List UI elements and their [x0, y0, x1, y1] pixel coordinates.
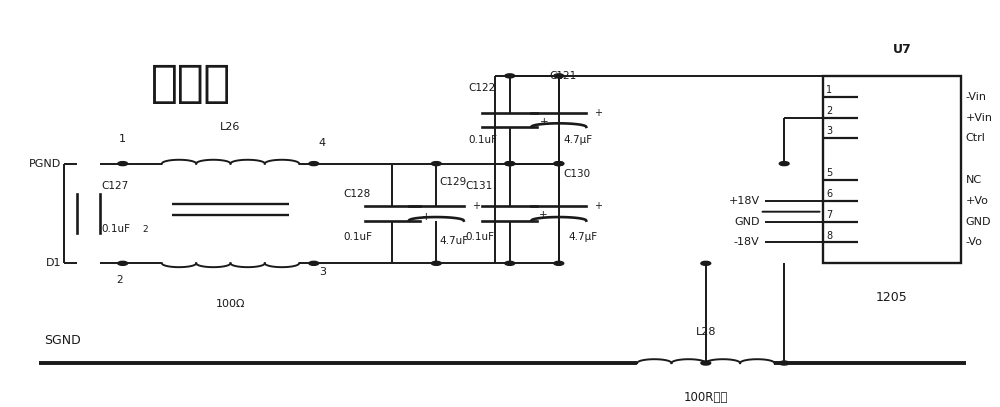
Text: 2: 2 — [826, 105, 833, 116]
Circle shape — [554, 162, 564, 166]
Text: 4.7uF: 4.7uF — [439, 236, 468, 246]
Text: C131: C131 — [466, 181, 493, 190]
Text: C122: C122 — [469, 83, 496, 93]
Text: U7: U7 — [892, 43, 911, 56]
Text: 1: 1 — [119, 133, 126, 144]
Circle shape — [554, 261, 564, 265]
Text: 6: 6 — [826, 189, 832, 199]
Text: +Vin: +Vin — [966, 112, 992, 123]
Circle shape — [505, 162, 515, 166]
Text: 2: 2 — [142, 225, 148, 234]
Text: 3: 3 — [319, 267, 326, 277]
Text: Ctrl: Ctrl — [966, 133, 985, 143]
Text: 4: 4 — [319, 138, 326, 148]
Circle shape — [309, 162, 319, 166]
Text: C127: C127 — [101, 181, 128, 190]
Text: -18V: -18V — [734, 238, 760, 247]
Text: GND: GND — [734, 217, 760, 227]
Circle shape — [118, 261, 128, 265]
Text: +: + — [472, 201, 480, 211]
Text: GND: GND — [966, 217, 991, 227]
Text: 7: 7 — [826, 210, 833, 220]
Text: 8: 8 — [826, 230, 832, 241]
Text: +: + — [539, 210, 548, 221]
Text: D1: D1 — [45, 258, 61, 268]
Text: C130: C130 — [564, 168, 591, 179]
Text: 100Ω: 100Ω — [216, 299, 245, 309]
Text: 1: 1 — [826, 85, 832, 95]
Text: 5: 5 — [826, 168, 833, 178]
Bar — [823, 76, 961, 263]
Text: L28: L28 — [696, 327, 716, 337]
Text: 0.1uF: 0.1uF — [466, 232, 495, 243]
Circle shape — [505, 261, 515, 265]
Text: +Vo: +Vo — [966, 196, 988, 206]
Text: +: + — [594, 107, 602, 118]
Text: -Vo: -Vo — [966, 238, 982, 247]
Text: 0.1uF: 0.1uF — [469, 135, 498, 144]
Circle shape — [431, 261, 441, 265]
Text: 4.7μF: 4.7μF — [564, 135, 593, 144]
Text: 3: 3 — [826, 126, 832, 136]
Circle shape — [779, 162, 789, 166]
Circle shape — [779, 361, 789, 365]
Text: C129: C129 — [439, 177, 466, 186]
Text: 0.1uF: 0.1uF — [101, 224, 130, 234]
Text: +: + — [540, 117, 549, 127]
Text: 抚流圈: 抚流圈 — [151, 62, 231, 105]
Text: SGND: SGND — [44, 334, 81, 347]
Text: 1205: 1205 — [876, 291, 908, 304]
Text: +: + — [422, 212, 430, 223]
Text: NC: NC — [966, 175, 982, 185]
Text: -Vin: -Vin — [966, 92, 986, 102]
Text: 4.7μF: 4.7μF — [569, 232, 598, 243]
Text: C121: C121 — [549, 71, 576, 81]
Text: 2: 2 — [116, 275, 123, 285]
Text: 0.1uF: 0.1uF — [343, 232, 372, 243]
Circle shape — [554, 74, 564, 78]
Circle shape — [309, 261, 319, 265]
Text: PGND: PGND — [29, 159, 61, 168]
Circle shape — [554, 162, 564, 166]
Text: 抚流圈: 抚流圈 — [151, 62, 231, 105]
Circle shape — [505, 162, 515, 166]
Circle shape — [118, 162, 128, 166]
Circle shape — [701, 261, 711, 265]
Text: 100R磁珠: 100R磁珠 — [684, 391, 728, 404]
Text: +: + — [594, 201, 602, 211]
Circle shape — [431, 162, 441, 166]
Circle shape — [701, 361, 711, 365]
Text: C128: C128 — [343, 188, 370, 199]
Circle shape — [505, 74, 515, 78]
Text: +18V: +18V — [729, 196, 760, 206]
Text: L26: L26 — [220, 122, 241, 132]
